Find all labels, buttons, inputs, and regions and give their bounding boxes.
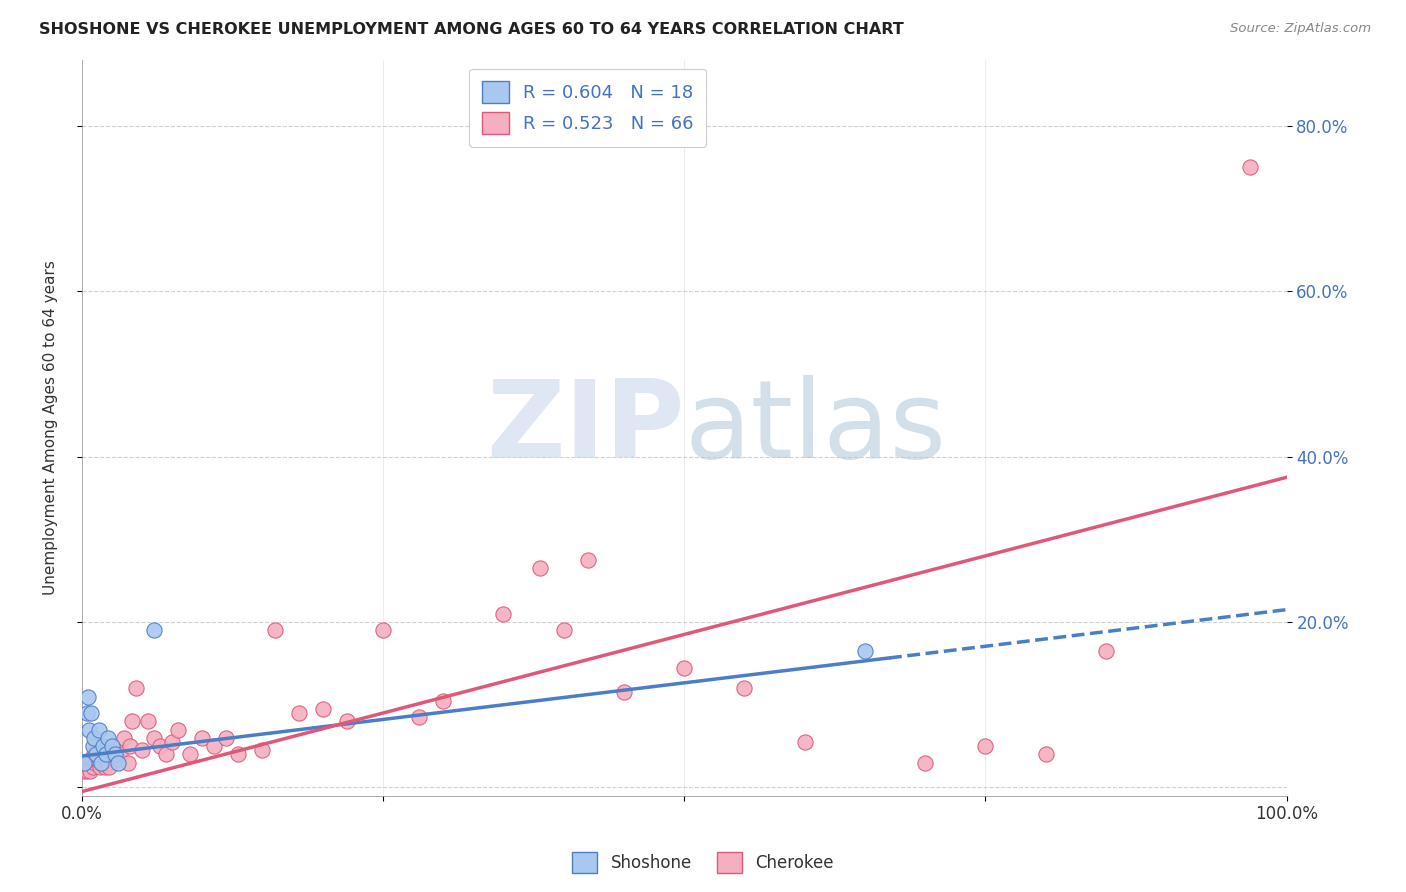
Point bbox=[121, 714, 143, 729]
Point bbox=[974, 739, 997, 753]
Point bbox=[77, 723, 100, 737]
Point bbox=[93, 739, 115, 753]
Point bbox=[179, 747, 201, 762]
Legend: R = 0.604   N = 18, R = 0.523   N = 66: R = 0.604 N = 18, R = 0.523 N = 66 bbox=[470, 69, 706, 147]
Point bbox=[96, 756, 118, 770]
Point bbox=[101, 739, 124, 753]
Point bbox=[287, 706, 309, 720]
Point bbox=[336, 714, 359, 729]
Point bbox=[167, 723, 190, 737]
Point bbox=[90, 756, 112, 770]
Point bbox=[103, 747, 125, 762]
Point bbox=[371, 624, 394, 638]
Point bbox=[80, 706, 103, 720]
Point bbox=[529, 561, 551, 575]
Point bbox=[73, 756, 96, 770]
Point bbox=[82, 760, 104, 774]
Point bbox=[73, 756, 96, 770]
Point bbox=[79, 764, 101, 778]
Text: SHOSHONE VS CHEROKEE UNEMPLOYMENT AMONG AGES 60 TO 64 YEARS CORRELATION CHART: SHOSHONE VS CHEROKEE UNEMPLOYMENT AMONG … bbox=[39, 22, 904, 37]
Point bbox=[76, 706, 98, 720]
Point bbox=[492, 607, 515, 621]
Point bbox=[202, 739, 225, 753]
Point bbox=[149, 739, 172, 753]
Point bbox=[673, 660, 696, 674]
Point bbox=[1035, 747, 1057, 762]
Point bbox=[80, 751, 103, 765]
Point bbox=[160, 735, 183, 749]
Point bbox=[408, 710, 430, 724]
Point bbox=[107, 756, 129, 770]
Point bbox=[82, 739, 104, 753]
Point bbox=[191, 731, 214, 745]
Y-axis label: Unemployment Among Ages 60 to 64 years: Unemployment Among Ages 60 to 64 years bbox=[44, 260, 58, 595]
Point bbox=[107, 751, 129, 765]
Point bbox=[118, 739, 141, 753]
Point bbox=[75, 760, 97, 774]
Text: atlas: atlas bbox=[685, 375, 946, 481]
Point bbox=[76, 756, 98, 770]
Point bbox=[72, 764, 94, 778]
Point bbox=[553, 624, 575, 638]
Point bbox=[87, 756, 110, 770]
Point bbox=[94, 747, 117, 762]
Point bbox=[853, 644, 876, 658]
Point bbox=[914, 756, 936, 770]
Point bbox=[84, 756, 107, 770]
Point bbox=[733, 681, 755, 696]
Point bbox=[228, 747, 250, 762]
Point bbox=[83, 747, 105, 762]
Point bbox=[1239, 160, 1261, 174]
Point bbox=[432, 693, 454, 707]
Point bbox=[90, 747, 112, 762]
Point bbox=[263, 624, 285, 638]
Point bbox=[104, 747, 127, 762]
Point bbox=[93, 760, 115, 774]
Point bbox=[131, 743, 153, 757]
Point bbox=[77, 760, 100, 774]
Point bbox=[93, 739, 115, 753]
Point bbox=[76, 764, 98, 778]
Text: ZIP: ZIP bbox=[485, 375, 685, 481]
Point bbox=[84, 747, 107, 762]
Point bbox=[613, 685, 636, 699]
Point bbox=[252, 743, 274, 757]
Point bbox=[98, 760, 121, 774]
Point bbox=[112, 731, 135, 745]
Point bbox=[125, 681, 148, 696]
Point bbox=[1095, 644, 1118, 658]
Legend: Shoshone, Cherokee: Shoshone, Cherokee bbox=[565, 846, 841, 880]
Point bbox=[136, 714, 159, 729]
Point bbox=[97, 751, 120, 765]
Point bbox=[87, 723, 110, 737]
Point bbox=[793, 735, 815, 749]
Point bbox=[76, 690, 98, 704]
Point bbox=[89, 760, 111, 774]
Point bbox=[215, 731, 238, 745]
Point bbox=[97, 731, 120, 745]
Point bbox=[101, 739, 124, 753]
Text: Source: ZipAtlas.com: Source: ZipAtlas.com bbox=[1230, 22, 1371, 36]
Point bbox=[91, 756, 114, 770]
Point bbox=[94, 747, 117, 762]
Point bbox=[312, 702, 335, 716]
Point bbox=[155, 747, 177, 762]
Point bbox=[84, 739, 107, 753]
Point bbox=[117, 756, 139, 770]
Point bbox=[86, 751, 108, 765]
Point bbox=[143, 624, 166, 638]
Point bbox=[83, 731, 105, 745]
Point bbox=[576, 553, 599, 567]
Point bbox=[110, 747, 132, 762]
Point bbox=[143, 731, 166, 745]
